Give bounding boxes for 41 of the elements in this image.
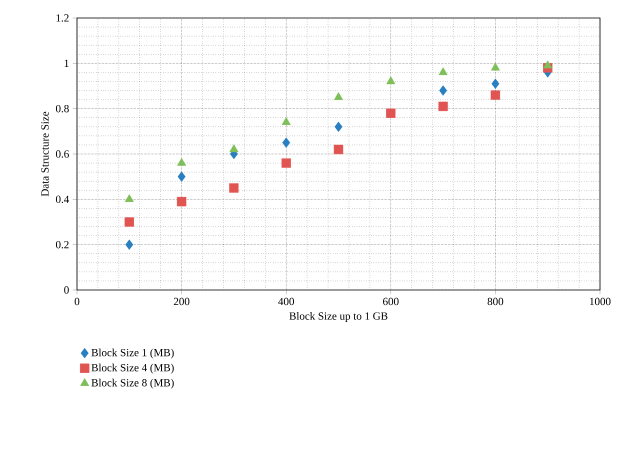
point xyxy=(282,158,291,168)
point xyxy=(334,144,344,154)
y-tick-label: 1.2 xyxy=(56,14,69,22)
x-tick-label: 800 xyxy=(488,298,504,306)
x-tick-label: 0 xyxy=(74,298,80,306)
point xyxy=(490,90,500,100)
point xyxy=(386,76,396,84)
point xyxy=(490,62,500,71)
point xyxy=(334,92,344,100)
x-tick-label: 600 xyxy=(383,298,399,306)
point xyxy=(438,67,448,76)
x-tick-label: 1000 xyxy=(590,298,611,306)
point xyxy=(439,85,448,96)
x-tick-label: 400 xyxy=(278,298,294,306)
x-tick-label: 200 xyxy=(174,298,190,306)
legend-label: Block Size 4 (MB) xyxy=(91,364,174,374)
y-axis-title: Data Structure Size xyxy=(41,112,49,196)
point xyxy=(125,239,134,250)
x-axis-title: Block Size up to 1 GB xyxy=(289,312,388,322)
y-tick-label: 0.4 xyxy=(56,196,70,204)
point xyxy=(334,122,342,132)
point xyxy=(176,196,186,206)
point xyxy=(177,158,186,166)
y-tick-label: 0.8 xyxy=(56,104,69,112)
point xyxy=(229,183,239,193)
point xyxy=(386,108,396,118)
y-tick-label: 0 xyxy=(64,286,69,294)
point xyxy=(438,102,448,112)
legend-label: Block Size 1 (MB) xyxy=(91,348,174,359)
point xyxy=(178,171,186,182)
point xyxy=(282,117,291,125)
point xyxy=(282,137,290,148)
y-tick-label: 0.6 xyxy=(56,150,69,158)
point xyxy=(543,60,552,68)
legend-label: Block Size 8 (MB) xyxy=(91,378,174,389)
point xyxy=(491,78,500,89)
y-tick-label: 0.2 xyxy=(56,240,69,248)
point xyxy=(124,217,134,227)
y-tick-label: 1 xyxy=(64,60,69,67)
point xyxy=(229,144,238,152)
point xyxy=(124,194,134,202)
